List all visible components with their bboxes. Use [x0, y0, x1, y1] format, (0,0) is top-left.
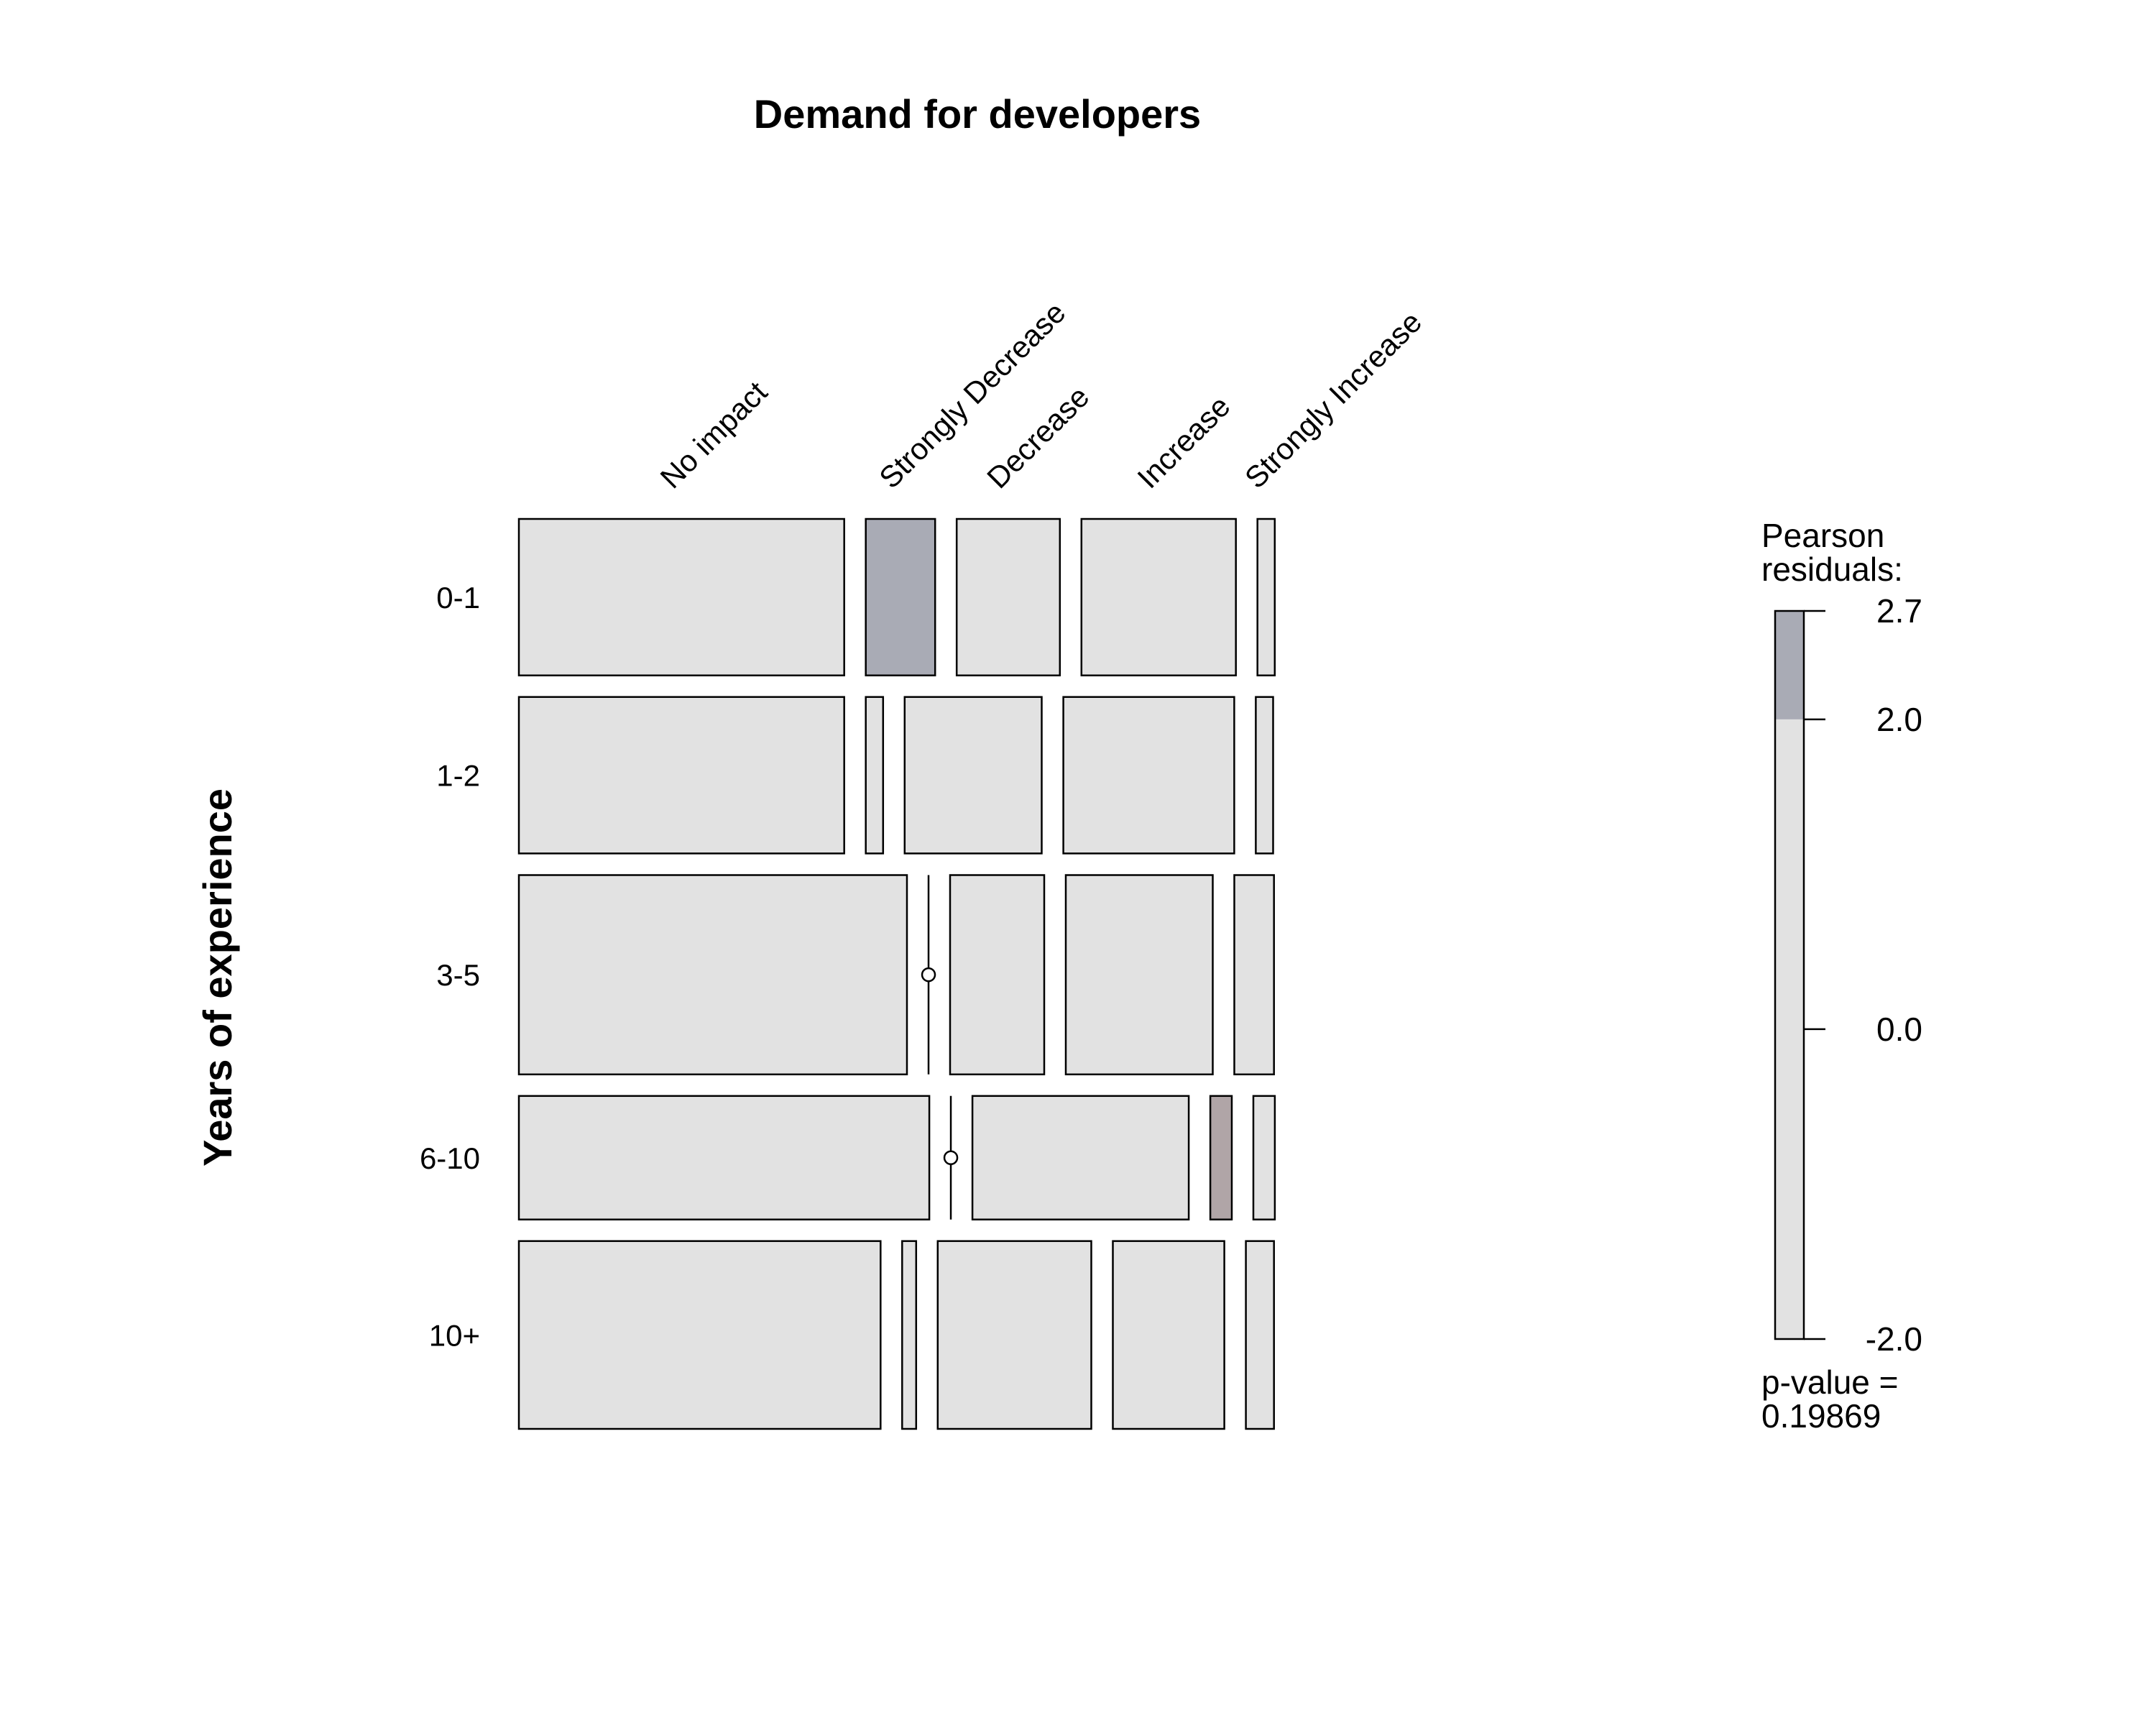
mosaic-row-1-2: [517, 696, 1274, 855]
mosaic-cell-6-10-decrease: [971, 1095, 1190, 1220]
legend-title-line2: residuals:: [1761, 551, 1903, 588]
row-label-10+: 10+: [429, 1318, 480, 1352]
mosaic-cell-1-2-no-impact: [517, 696, 845, 855]
legend-tick-label: 2.0: [1876, 701, 1922, 738]
legend-segment-neutral: [1775, 719, 1804, 1339]
mosaic-cell-1-2-strongly-decrease: [865, 696, 885, 855]
legend-tick-label: -2.0: [1866, 1320, 1922, 1358]
mosaic-row-3-5: [517, 874, 1275, 1076]
mosaic-cell-3-5-increase: [1064, 874, 1214, 1076]
mosaic-cell-3-5-strongly-decrease-empty: [921, 875, 936, 1075]
mosaic-row-10+: [517, 1240, 1275, 1430]
column-label-no-impact: No impact: [654, 374, 774, 494]
legend-bar-outline: [1774, 610, 1805, 1340]
mosaic-cell-6-10-increase: [1209, 1095, 1233, 1220]
mosaic-cell-10+-decrease: [936, 1240, 1092, 1430]
mosaic-cell-3-5-strongly-increase: [1233, 874, 1275, 1076]
mosaic-cell-10+-strongly-decrease: [901, 1240, 918, 1430]
mosaic-cell-6-10-strongly-increase: [1252, 1095, 1276, 1220]
legend-color-bar: [1774, 610, 1805, 1340]
legend-tick-label: 2.7: [1876, 592, 1922, 630]
mosaic-cell-0-1-strongly-increase: [1256, 518, 1276, 676]
column-label-decrease: Decrease: [980, 380, 1095, 494]
column-label-increase: Increase: [1130, 389, 1236, 494]
mosaic-cell-6-10-strongly-decrease-empty: [943, 1095, 959, 1220]
p-value-label: p-value =: [1761, 1363, 1899, 1401]
y-axis-title: Years of experience: [195, 788, 240, 1167]
mosaic-cell-1-2-increase: [1062, 696, 1235, 855]
mosaic-cell-3-5-decrease: [949, 874, 1046, 1076]
mosaic-cell-10+-strongly-increase: [1245, 1240, 1275, 1430]
row-labels: 0-1 1-2 3-5 6-10 10+: [420, 581, 480, 1353]
row-label-6-10: 6-10: [420, 1141, 480, 1175]
mosaic-cell-1-2-decrease: [903, 696, 1043, 855]
row-label-1-2: 1-2: [436, 759, 480, 793]
mosaic-cell-0-1-decrease: [955, 518, 1061, 676]
column-label-strongly-increase: Strongly Increase: [1238, 305, 1428, 494]
p-value-number: 0.19869: [1761, 1397, 1881, 1435]
residual-legend: Pearson residuals: 2.7 2.0 0.0 -2.0 p-value…: [1761, 517, 1922, 1435]
chart-title: Demand for developers: [754, 91, 1201, 137]
legend-title-line1: Pearson: [1761, 517, 1884, 554]
mosaic-cell-3-5-no-impact: [517, 874, 908, 1076]
column-label-strongly-decrease: Strongly Decrease: [872, 295, 1072, 495]
legend-ticks: 2.7 2.0 0.0 -2.0: [1804, 592, 1922, 1358]
mosaic-cell-10+-no-impact: [517, 1240, 882, 1430]
mosaic-cell-0-1-increase: [1080, 518, 1237, 676]
mosaic-row-0-1: [517, 518, 1276, 676]
mosaic-row-6-10: [517, 1095, 1276, 1220]
mosaic-cell-0-1-no-impact: [517, 518, 845, 676]
row-label-0-1: 0-1: [436, 581, 480, 615]
row-label-3-5: 3-5: [436, 958, 480, 992]
mosaic-cell-1-2-strongly-increase: [1255, 696, 1274, 855]
mosaic-cells: [517, 518, 1276, 1430]
legend-segment-positive: [1775, 611, 1804, 719]
mosaic-cell-6-10-no-impact: [517, 1095, 931, 1220]
legend-tick-label: 0.0: [1876, 1011, 1922, 1048]
mosaic-cell-0-1-strongly-decrease: [865, 518, 936, 676]
mosaic-cell-10+-increase: [1112, 1240, 1225, 1430]
